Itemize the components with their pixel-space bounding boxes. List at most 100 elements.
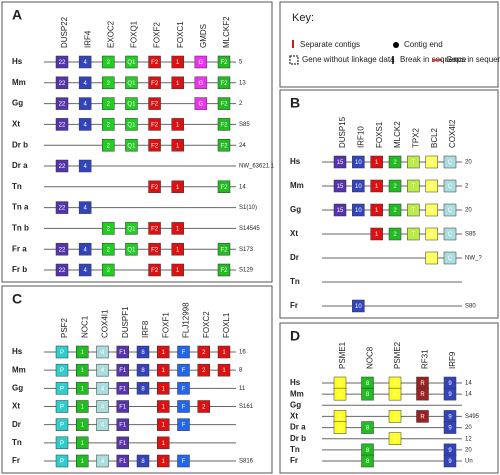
- species-label: Mm: [290, 389, 304, 398]
- gene-box-label: 22: [59, 206, 66, 212]
- gene-box: [96, 454, 109, 468]
- gene-name: COX4I2: [448, 119, 457, 148]
- gene-box: [352, 299, 365, 313]
- gene-box-label: T: [411, 232, 415, 238]
- gene-name: BCL2: [430, 127, 439, 148]
- gene-box: [96, 400, 109, 413]
- gene-box-label: 1: [81, 386, 85, 392]
- gene-box: [407, 203, 420, 217]
- gene-box: [76, 400, 89, 413]
- panel-border: [279, 89, 499, 319]
- gene-box: [157, 363, 170, 377]
- species-label: Dr b: [12, 140, 28, 149]
- gene-box: [352, 179, 365, 193]
- chromosome-label: 24: [239, 143, 246, 149]
- gene-box-label: 2: [107, 81, 111, 87]
- gene-box: [157, 382, 170, 395]
- gene-box: [102, 138, 115, 152]
- gene-box-label: 1: [338, 392, 342, 398]
- gene-box: [125, 138, 138, 152]
- gene-box-label: F2: [151, 60, 159, 66]
- gene-name: DUSP22: [60, 16, 69, 48]
- gene-box: [217, 118, 231, 131]
- gene-box-label: 8: [366, 426, 370, 432]
- gene-box: [55, 242, 69, 256]
- gene-box-label: 2: [393, 415, 397, 421]
- gene-box-label: 4: [101, 386, 105, 392]
- gene-box: [171, 76, 184, 90]
- chromosome-label: S85: [239, 122, 250, 128]
- species-label: Mm: [12, 78, 26, 87]
- gene-box: [148, 118, 161, 131]
- gene-box: [217, 97, 231, 110]
- gene-name: FOXS1: [375, 121, 384, 148]
- chromosome-label: 11: [239, 386, 246, 392]
- gene-box: [194, 55, 208, 69]
- key-label: Gene without linkage data: [302, 55, 395, 64]
- gene-box: [116, 400, 129, 413]
- gene-box-label: 1: [375, 184, 379, 190]
- chromosome-label: 12: [465, 436, 472, 442]
- gene-box-label: F: [182, 368, 186, 374]
- gene-box-label: F2: [220, 122, 228, 128]
- gene-name: COX4I1: [101, 309, 110, 338]
- gene-box-label: 9: [448, 381, 452, 387]
- gene-box: [55, 97, 69, 110]
- gene-box: [388, 227, 402, 241]
- gene-box-label: F2: [220, 60, 228, 66]
- gene-box: [352, 203, 365, 217]
- gene-box-label: 15: [337, 184, 344, 190]
- gene-box-label: 4: [83, 247, 87, 253]
- gene-box: [361, 387, 374, 401]
- gene-box-label: 2: [107, 60, 111, 66]
- gene-box: [425, 179, 438, 193]
- gene-box-label: 1: [222, 368, 226, 374]
- gene-box-label: F2: [220, 185, 228, 191]
- gene-box-label: 1: [176, 143, 180, 149]
- gene-name: MLCKF2: [222, 16, 231, 48]
- gene-box-label: 15: [337, 208, 344, 214]
- gene-box: [76, 454, 89, 468]
- gene-box-label: 1: [176, 122, 180, 128]
- gene-box: [171, 222, 184, 235]
- gene-box-label: 8: [366, 392, 370, 398]
- chromosome-label: 2: [239, 101, 243, 107]
- species-label: Gg: [290, 205, 301, 214]
- gene-name: PSME1: [338, 341, 347, 369]
- gene-box-label: 4: [101, 459, 105, 465]
- species-label: Fr: [290, 301, 298, 310]
- gene-box: [197, 345, 210, 359]
- gene-box: [171, 55, 184, 69]
- gene-box-label: 1: [162, 405, 166, 411]
- key: Key: Separate contigs Contig end Gene wi…: [279, 1, 500, 88]
- gene-box-label: F2: [151, 122, 159, 128]
- gene-box: [76, 418, 89, 431]
- panel-letter: D: [290, 328, 300, 344]
- chromosome-label: 5: [239, 60, 243, 66]
- gene-box: [177, 345, 190, 359]
- gene-box: [102, 55, 115, 69]
- gene-box-label: 9: [448, 392, 452, 398]
- chromosome-label: NW_63621.1: [239, 164, 275, 170]
- species-label: Xt: [290, 412, 298, 421]
- gene-name: NOC8: [366, 346, 375, 369]
- gene-box: [217, 242, 231, 256]
- gene-box-label: T: [411, 160, 415, 166]
- gene-box: [416, 387, 429, 401]
- gene-box: [125, 97, 138, 110]
- gene-box: [177, 382, 190, 395]
- gene-box: [443, 203, 457, 217]
- species-label: Dr a: [290, 423, 306, 432]
- gene-box: [171, 263, 184, 277]
- chromosome-label: 14: [465, 381, 472, 387]
- gene-box-label: 1: [176, 247, 180, 253]
- gene-box-label: F: [182, 350, 186, 356]
- chromosome-label: S14545: [239, 226, 260, 232]
- chromosome-label: 16: [239, 350, 246, 356]
- gene-box-label: P: [60, 386, 64, 392]
- gene-box: [333, 203, 347, 217]
- gene-box: [55, 263, 69, 277]
- species-label: Tn: [12, 182, 22, 191]
- gene-box-label: 4: [101, 423, 105, 429]
- gene-box-label: 8: [141, 368, 145, 374]
